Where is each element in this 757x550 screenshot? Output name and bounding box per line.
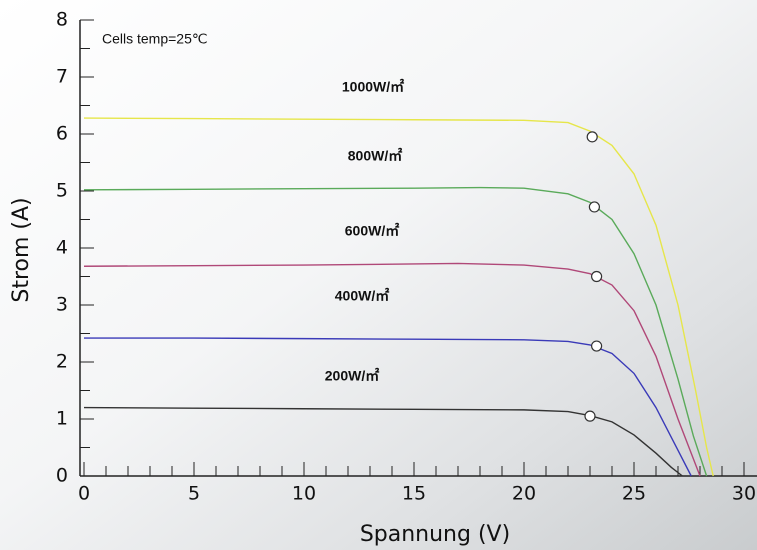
- y-axis-label: Strom (A): [9, 197, 34, 302]
- mpp-marker: [590, 340, 603, 352]
- mpp-marker: [590, 270, 603, 283]
- y-tick-label: 8: [56, 9, 68, 31]
- y-tick-label: 1: [56, 408, 68, 430]
- y-tick-label: 7: [56, 66, 68, 88]
- x-tick-label: 10: [292, 483, 316, 505]
- series-label: 200W/㎡: [325, 368, 379, 384]
- mpp-marker: [586, 131, 598, 143]
- y-tick-label: 6: [56, 123, 68, 145]
- curve: [83, 262, 701, 477]
- mpp-marker: [584, 410, 596, 422]
- x-tick-label: 25: [622, 483, 646, 505]
- curve: [83, 186, 708, 477]
- y-tick-label: 4: [56, 237, 68, 259]
- y-tick-label: 0: [56, 465, 68, 487]
- series-label: 600W/㎡: [345, 223, 399, 239]
- x-tick-label: 30: [732, 483, 756, 505]
- x-tick-label: 0: [78, 483, 90, 505]
- x-tick-label: 15: [402, 483, 426, 505]
- curve: [83, 117, 714, 477]
- curve: [84, 337, 692, 477]
- curve: [83, 406, 683, 477]
- y-tick-label: 2: [56, 351, 68, 373]
- x-tick-label: 5: [188, 483, 200, 505]
- x-axis-label: Spannung (V): [360, 522, 510, 547]
- annotation: Cells temp=25℃: [102, 31, 208, 47]
- y-tick-label: 3: [56, 294, 68, 316]
- series-label: 400W/㎡: [335, 288, 389, 304]
- x-tick-label: 20: [512, 483, 536, 505]
- y-tick-label: 5: [56, 180, 68, 202]
- mpp-marker: [588, 201, 601, 213]
- series-label: 800W/㎡: [348, 148, 402, 164]
- series-label: 1000W/㎡: [342, 79, 404, 95]
